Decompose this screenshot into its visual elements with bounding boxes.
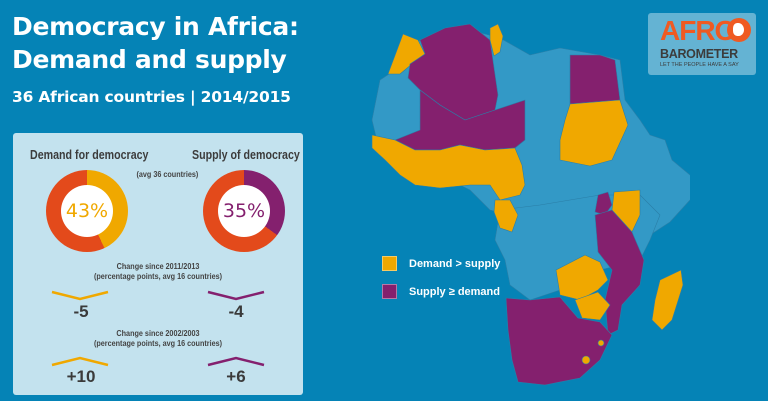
title-line-1: Democracy in Africa: <box>12 12 299 41</box>
demand-value: 43% <box>61 185 113 237</box>
legend-label-supply: Supply ≥ demand <box>409 285 500 298</box>
country-gabon <box>493 199 519 233</box>
change1-title: Change since 2011/2013 <box>116 261 200 271</box>
change2-supply: +6 <box>226 367 246 386</box>
legend-item-demand: Demand > supply <box>382 256 500 271</box>
country-madagascar <box>651 269 684 331</box>
country-zambia-malawi <box>555 254 609 301</box>
legend-swatch-supply <box>382 284 397 299</box>
logo-tagline: LET THE PEOPLE HAVE A SAY <box>660 62 739 68</box>
change1-note: (percentage points, avg 16 countries) <box>93 271 223 281</box>
change1-demand: -5 <box>73 302 89 321</box>
logo-barometer: BAROMETER <box>660 47 738 61</box>
trend-up-icon <box>51 356 109 367</box>
country-tunisia <box>489 23 504 57</box>
country-swaziland <box>597 339 605 347</box>
demand-label: Demand for democracy <box>30 147 149 162</box>
legend-swatch-demand <box>382 256 397 271</box>
afrobarometer-logo: AFRO BAROMETER LET THE PEOPLE HAVE A SAY <box>648 13 756 75</box>
country-uganda <box>594 191 613 216</box>
subtitle: 36 African countries | 2014/2015 <box>12 88 291 106</box>
trend-down-icon <box>207 290 265 301</box>
demand-donut: 43% <box>46 170 128 252</box>
africa-globe-icon <box>727 18 751 42</box>
change1-supply: -4 <box>228 302 244 321</box>
avg-note: (avg 36 countries) <box>136 169 199 179</box>
page-title: Democracy in Africa: Demand and supply <box>12 10 299 76</box>
change2-title: Change since 2002/2003 <box>116 328 200 338</box>
supply-donut: 35% <box>203 170 285 252</box>
trend-down-icon <box>51 290 109 301</box>
stats-panel: Demand for democracy Supply of democracy… <box>13 133 303 395</box>
title-line-2: Demand and supply <box>12 45 287 74</box>
country-sudan <box>559 99 629 167</box>
country-lesotho <box>581 355 591 365</box>
legend-label-demand: Demand > supply <box>409 257 501 270</box>
country-zimbabwe <box>574 291 611 321</box>
africa-map <box>371 23 690 386</box>
region-west-africa <box>371 134 526 201</box>
change2-note: (percentage points, avg 16 countries) <box>93 338 223 348</box>
trend-up-icon <box>207 356 265 367</box>
logo-afro: AFRO <box>660 15 736 46</box>
legend-item-supply: Supply ≥ demand <box>382 284 500 299</box>
change2-demand: +10 <box>66 367 96 386</box>
supply-label: Supply of democracy <box>192 147 300 162</box>
country-egypt <box>569 54 621 105</box>
supply-value: 35% <box>218 185 270 237</box>
